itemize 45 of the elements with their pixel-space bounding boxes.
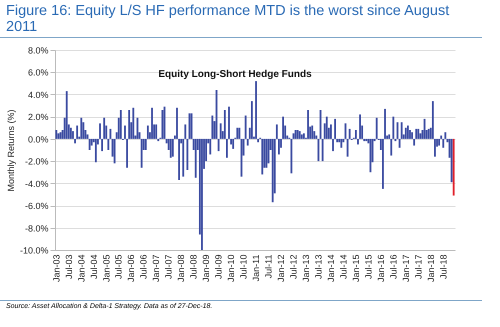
x-tick-label: Jan-08	[176, 254, 186, 282]
x-tick-label: Jan-14	[326, 254, 336, 282]
x-tick-label: Jan-13	[300, 254, 311, 282]
y-tick-label: -6.0%	[24, 201, 48, 212]
y-tick-label: 6.0%	[28, 68, 48, 78]
x-tick-label: Jul-13	[313, 254, 324, 280]
x-tick-label: Jan-09	[201, 254, 212, 282]
y-tick-label: 0.0%	[28, 134, 48, 144]
x-tick-label: Jan-03	[51, 254, 62, 282]
x-tick-label: Jan-16	[376, 254, 386, 282]
x-tick-label: Jul-10	[238, 254, 249, 280]
x-tick-label: Jul-11	[264, 254, 274, 278]
x-tick-label: Jan-06	[126, 254, 136, 282]
x-tick-label: Jul-16	[388, 254, 398, 280]
x-tick-label: Jul-09	[214, 254, 224, 280]
y-tick-label: 2.0%	[28, 112, 48, 122]
x-tick-label: Jul-12	[288, 254, 298, 280]
y-axis-title: Monthly Returns (%)	[6, 109, 16, 192]
y-tick-label: 8.0%	[28, 46, 48, 56]
x-tick-label: Jan-05	[101, 254, 112, 282]
x-tick-label: Jul-08	[188, 254, 199, 280]
x-tick-label: Jan-11	[251, 254, 262, 282]
y-tick-label: 4.0%	[28, 90, 48, 100]
x-tick-label: Jul-17	[413, 254, 424, 280]
x-tick-label: Jan-10	[226, 254, 236, 282]
x-tick-label: Jul-15	[363, 254, 374, 280]
x-tick-label: Jan-04	[76, 254, 86, 282]
x-tick-label: Jul-05	[114, 254, 124, 280]
x-tick-label: Jul-06	[138, 254, 149, 280]
text: Equity Long-Short Hedge Funds	[158, 69, 312, 80]
x-tick-label: Jan-15	[350, 254, 361, 282]
x-tick-label: Jul-04	[88, 254, 99, 280]
x-tick-label: Jan-17	[400, 254, 411, 282]
y-tick-label: -10.0%	[20, 246, 48, 256]
x-tick-label: Jan-07	[151, 254, 162, 282]
x-tick-label: Jul-07	[164, 254, 174, 280]
x-tick-label: Jul-14	[338, 254, 348, 280]
y-tick-label: -2.0%	[24, 156, 48, 167]
y-tick-label: -4.0%	[24, 178, 48, 189]
x-tick-label: Jan-18	[426, 254, 436, 282]
x-tick-label: Jul-18	[438, 254, 448, 280]
chart-title: Figure 16: Equity L/S HF performance MTD is the worst since August 2011	[0, 0, 482, 38]
x-tick-label: Jul-03	[64, 254, 74, 280]
x-tick-label: Jan-12	[276, 254, 286, 282]
y-tick-label: -8.0%	[24, 223, 48, 234]
